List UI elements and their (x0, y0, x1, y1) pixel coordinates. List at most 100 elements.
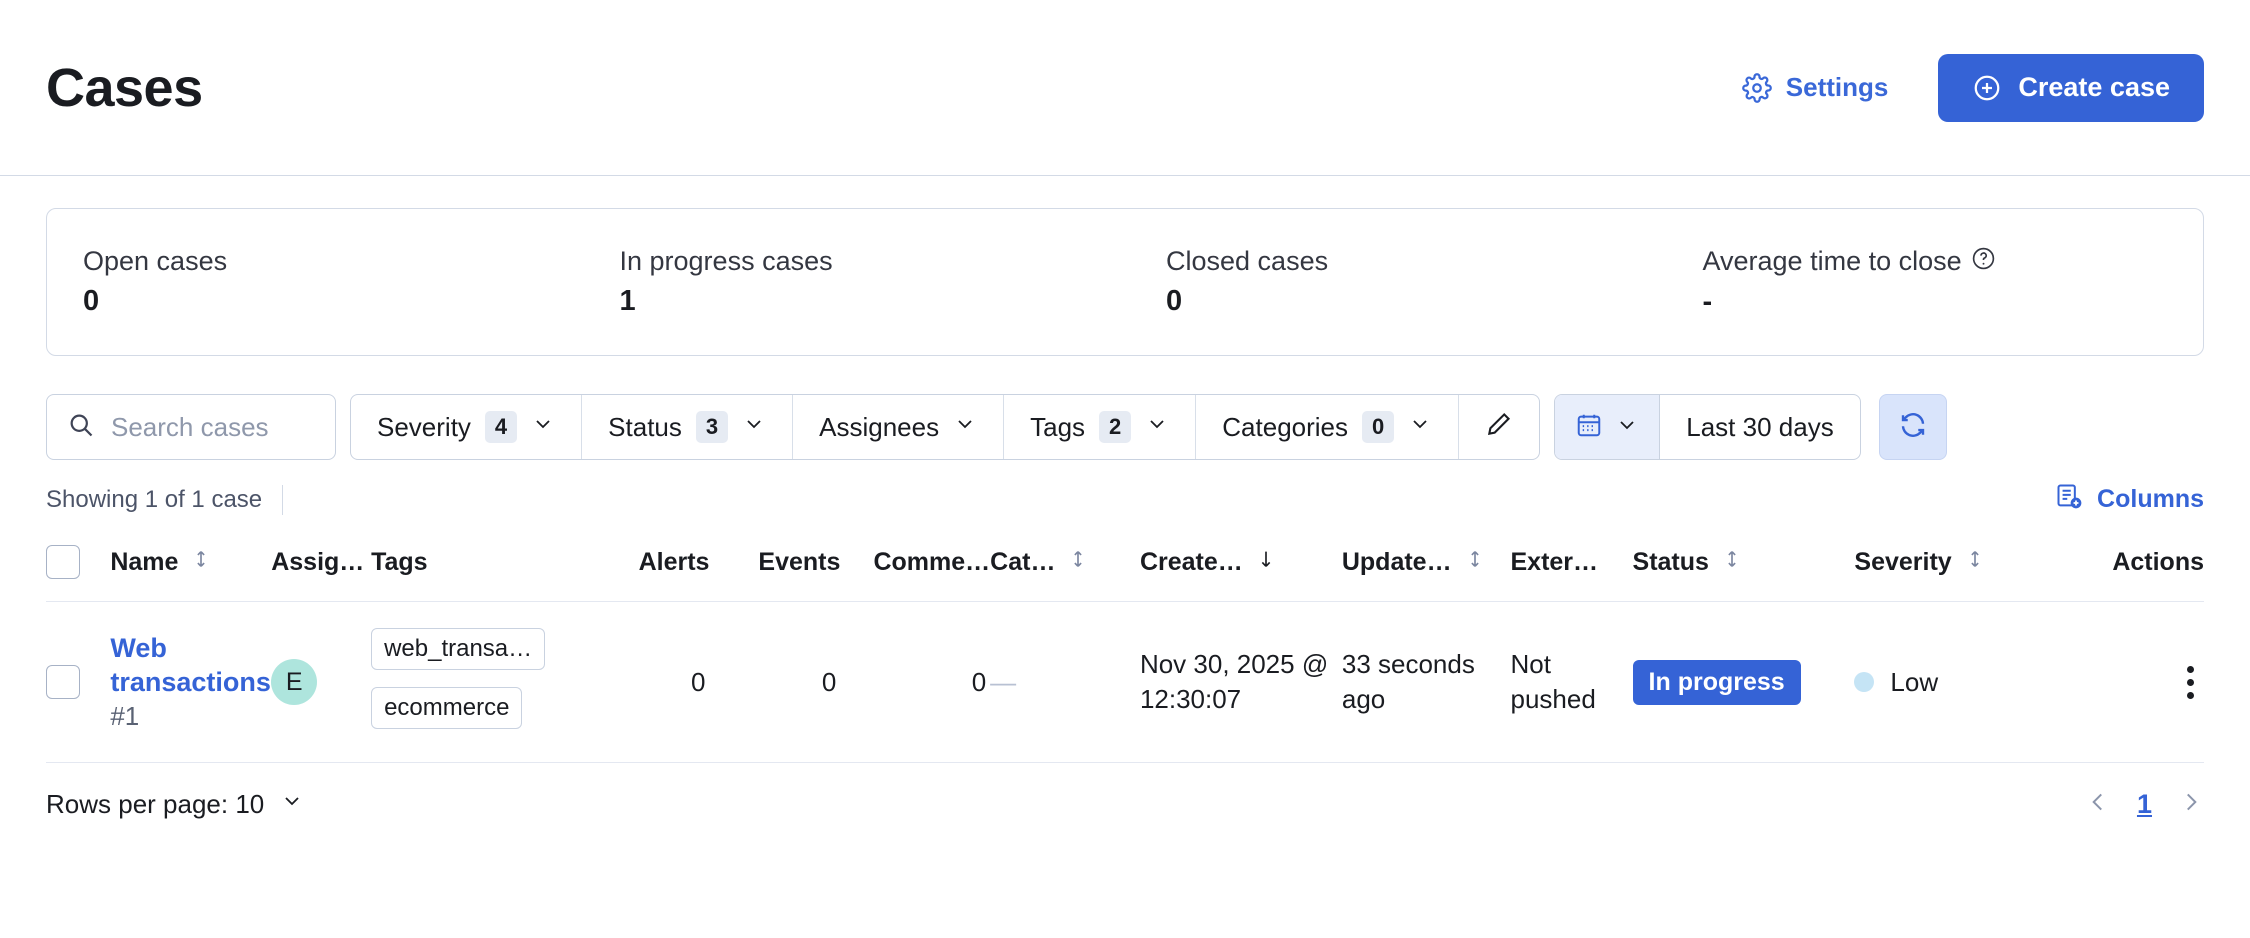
cases-table: Name Assig… Tags (46, 535, 2204, 763)
previous-page-icon[interactable] (2085, 789, 2111, 820)
chevron-down-icon (953, 412, 977, 443)
table-row: Web transactions #1 E web_transa… ecomme… (46, 601, 2204, 763)
columns-label: Columns (2097, 485, 2204, 513)
sort-icon (1067, 548, 1089, 577)
pagination: 1 (2085, 789, 2204, 820)
next-page-icon[interactable] (2178, 789, 2204, 820)
select-all-header (46, 535, 111, 602)
column-header-alerts: Alerts (576, 535, 710, 602)
filter-group: Severity 4 Status 3 Assignees (350, 394, 1541, 460)
pencil-icon (1485, 410, 1513, 445)
help-circle-icon[interactable] (1971, 246, 1996, 278)
plus-circle-icon (1972, 73, 2002, 103)
cell-tags: web_transa… ecommerce (371, 601, 577, 763)
column-header-tags-label: Tags (371, 547, 428, 576)
column-header-category-label: Cat… (990, 547, 1056, 576)
tag-badge[interactable]: ecommerce (371, 687, 523, 729)
sort-icon (1464, 548, 1486, 577)
column-header-severity-label: Severity (1854, 547, 1952, 576)
stat-closed-cases-value: 0 (1166, 285, 1183, 317)
rows-per-page-selector[interactable]: Rows per page: 10 (46, 789, 304, 820)
cell-alerts: 0 (576, 601, 710, 763)
column-header-external-label: Exter… (1510, 547, 1599, 576)
page-number-1[interactable]: 1 (2136, 789, 2152, 819)
stat-average-time-to-close-value: - (1702, 285, 1713, 318)
settings-button[interactable]: Settings (1741, 72, 1889, 103)
filter-status[interactable]: Status 3 (582, 395, 794, 459)
create-case-label: Create case (2018, 72, 2170, 102)
stat-average-time-to-close: Average time to close - (1667, 246, 2204, 319)
case-id-label: #1 (110, 700, 140, 731)
column-header-created[interactable]: Create… (1139, 535, 1342, 602)
sort-icon (190, 548, 212, 577)
column-header-assignees-label: Assig… (271, 547, 365, 576)
severity-dot-icon (1854, 672, 1875, 692)
status-badge[interactable]: In progress (1632, 659, 1801, 705)
header-actions: Settings Create case (1741, 53, 2204, 122)
case-name-link[interactable]: Web transactions (110, 633, 271, 697)
row-actions-menu-button[interactable] (2176, 665, 2204, 699)
divider (282, 484, 284, 515)
filter-assignees-label: Assignees (819, 411, 940, 442)
table-header-row: Name Assig… Tags (46, 535, 2204, 602)
sort-icon (1721, 548, 1743, 577)
chevron-down-icon (280, 789, 304, 820)
column-header-status[interactable]: Status (1632, 535, 1855, 602)
search-box[interactable] (46, 394, 336, 460)
column-header-events: Events (709, 535, 841, 602)
refresh-icon (1898, 410, 1928, 445)
tag-badge[interactable]: web_transa… (371, 628, 546, 670)
filter-categories-label: Categories (1222, 411, 1349, 442)
avatar[interactable]: E (271, 659, 318, 705)
select-all-checkbox[interactable] (46, 545, 80, 579)
filter-status-count: 3 (695, 410, 729, 444)
column-header-comments: Comme… (840, 535, 991, 602)
filter-status-label: Status (608, 411, 682, 442)
cell-actions (2059, 601, 2204, 763)
filter-categories-count: 0 (1362, 410, 1395, 444)
chevron-down-icon (1145, 412, 1169, 443)
filter-severity[interactable]: Severity 4 (351, 395, 583, 459)
settings-label: Settings (1785, 72, 1889, 102)
column-header-comments-label: Comme… (873, 547, 991, 576)
chevron-down-icon (742, 412, 766, 443)
column-header-assignees: Assig… (271, 535, 372, 602)
filter-tags[interactable]: Tags 2 (1004, 395, 1197, 459)
filter-severity-label: Severity (377, 411, 471, 442)
column-header-name[interactable]: Name (110, 535, 272, 602)
chevron-down-icon (1615, 413, 1639, 442)
results-summary-row: Showing 1 of 1 case Columns (0, 460, 2250, 517)
refresh-button[interactable] (1878, 394, 1947, 460)
create-case-button[interactable]: Create case (1938, 53, 2204, 122)
columns-button[interactable]: Columns (2055, 482, 2204, 517)
chevron-down-icon (531, 412, 555, 443)
calendar-icon (1575, 411, 1603, 444)
column-header-actions: Actions (2059, 535, 2204, 602)
date-range-value[interactable]: Last 30 days (1686, 411, 1834, 442)
filter-tags-count: 2 (1099, 410, 1132, 444)
filter-tags-label: Tags (1030, 411, 1086, 442)
search-input[interactable] (111, 411, 315, 443)
column-header-category[interactable]: Cat… (990, 535, 1140, 602)
date-range-group: Last 30 days (1554, 394, 1861, 460)
filter-severity-count: 4 (484, 410, 518, 444)
filter-assignees[interactable]: Assignees (793, 395, 1005, 459)
cell-status: In progress (1632, 601, 1855, 763)
cell-severity: Low (1854, 601, 2060, 763)
cell-events: 0 (709, 601, 841, 763)
filter-bar: Severity 4 Status 3 Assignees (0, 356, 2250, 460)
date-picker-button[interactable] (1555, 395, 1661, 459)
sort-desc-icon (1255, 548, 1277, 577)
search-icon (67, 411, 95, 444)
edit-filters-button[interactable] (1459, 395, 1539, 459)
cell-name: Web transactions #1 (110, 601, 272, 763)
page-header: Cases Settings Create case (0, 0, 2250, 176)
column-header-severity[interactable]: Severity (1854, 535, 2060, 602)
column-header-updated[interactable]: Update… (1341, 535, 1511, 602)
sort-icon (1964, 548, 1986, 577)
row-checkbox[interactable] (46, 665, 80, 699)
page-title: Cases (46, 57, 203, 118)
stat-closed-cases-label: Closed cases (1166, 246, 1329, 276)
filter-categories[interactable]: Categories 0 (1196, 395, 1460, 459)
